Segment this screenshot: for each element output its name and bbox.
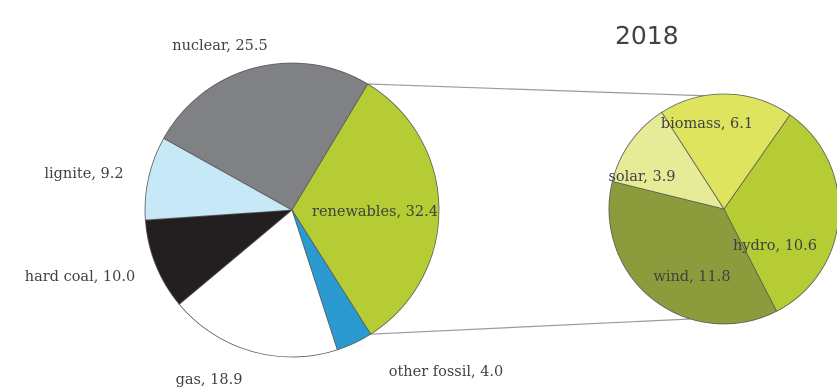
main-label-renewables: renewables, 32.4 [312,204,438,220]
main-label-lignite: lignite, 9.2 [44,166,123,182]
sub-slice-solar [611,111,725,210]
renewables-breakdown-pie [608,93,837,325]
sub-slice-biomass [661,93,791,210]
main-pie [144,62,440,358]
sub-label-hydro: hydro, 10.6 [733,238,817,254]
slice-labels: renewables, 32.4 other fossil, 4.0 gas, 18… [25,38,817,388]
sub-slice-hydro [723,114,837,312]
main-slice-gas [178,209,338,358]
main-slice-hard-coal [144,209,294,305]
connector-line-bottom [370,318,691,335]
main-label-other-fossil: other fossil, 4.0 [389,364,504,380]
main-label-nuclear: nuclear, 25.5 [172,38,268,54]
main-slice-renewables [291,83,440,335]
main-label-gas: gas, 18.9 [176,372,243,388]
connector-line-top [367,83,705,97]
main-slice-lignite [144,137,294,221]
connector-lines [367,83,705,335]
sub-slice-wind [608,180,778,325]
chart-title: 2018 [615,21,679,50]
sub-label-wind: wind, 11.8 [653,269,730,285]
sub-label-solar: solar, 3.9 [608,169,675,185]
sub-label-biomass: biomass, 6.1 [661,116,753,132]
main-slice-nuclear [163,62,369,211]
main-label-hard-coal: hard coal, 10.0 [25,269,135,285]
